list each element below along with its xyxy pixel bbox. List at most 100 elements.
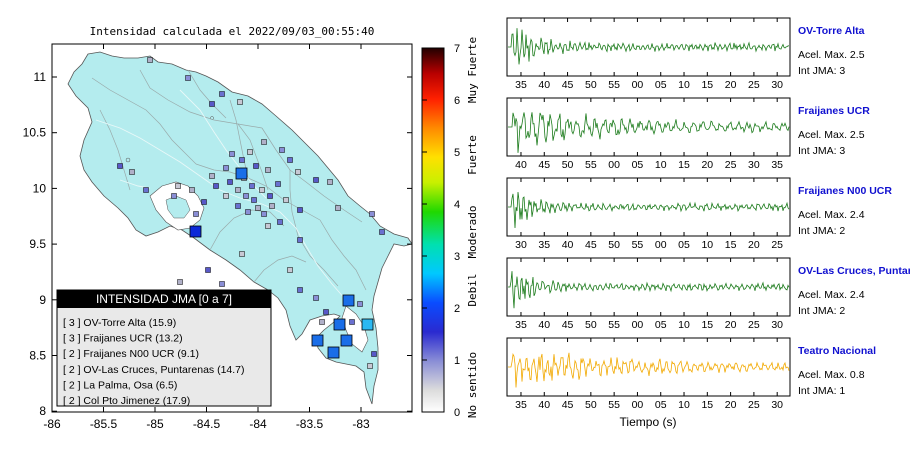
station-marker[interactable] (265, 223, 271, 229)
seismogram-frame (506, 337, 791, 397)
station-marker[interactable] (287, 157, 293, 163)
max-acceleration: Acel. Max. 2.5 (798, 129, 865, 141)
station-marker[interactable] (247, 149, 253, 155)
station-marker[interactable] (235, 187, 241, 193)
station-marker[interactable] (295, 169, 301, 175)
station-marker-osa-2[interactable] (311, 334, 324, 347)
station-marker[interactable] (253, 163, 259, 169)
station-marker[interactable] (209, 173, 215, 179)
station-marker[interactable] (255, 205, 261, 211)
station-marker[interactable] (379, 229, 385, 235)
station-marker[interactable] (369, 211, 375, 217)
station-marker[interactable] (319, 319, 325, 325)
station-marker[interactable] (245, 209, 251, 215)
seismogram-tick-label: 25 (771, 239, 783, 251)
station-marker[interactable] (287, 267, 293, 273)
station-marker[interactable] (265, 167, 271, 173)
station-marker[interactable] (129, 169, 135, 175)
station-marker[interactable] (251, 197, 257, 203)
station-marker[interactable] (147, 57, 153, 63)
station-marker[interactable] (371, 351, 377, 357)
colorbar-tick-label: 1 (454, 355, 460, 367)
station-marker[interactable] (213, 183, 219, 189)
station-marker[interactable] (185, 75, 191, 81)
station-marker[interactable] (117, 163, 123, 169)
station-marker[interactable] (219, 281, 225, 287)
station-marker[interactable] (235, 203, 241, 209)
legend-item: [ 2 ] La Palma, Osa (6.5) (63, 379, 177, 391)
station-marker[interactable] (239, 251, 245, 257)
station-marker-fraijanes[interactable] (235, 167, 248, 180)
seismogram-panel: 40 45 50 55 00 05 10 15 20 25 30 35 Fraijanes UCR Ace… (506, 97, 870, 171)
station-marker[interactable] (277, 219, 283, 225)
jma-intensity: Int JMA: 2 (798, 225, 845, 237)
seismogram-tick-label: 40 (562, 239, 574, 251)
map-x-tick-label: -86 (43, 417, 61, 431)
station-marker[interactable] (269, 203, 275, 209)
station-marker-osa-3[interactable] (340, 334, 353, 347)
station-marker[interactable] (297, 207, 303, 213)
station-marker[interactable] (205, 267, 211, 273)
station-marker[interactable] (261, 211, 267, 217)
seismogram-tick-label: 35 (515, 399, 527, 411)
station-marker[interactable] (367, 363, 373, 369)
map-y-tick-label: 10 (33, 181, 47, 195)
station-marker[interactable] (283, 197, 289, 203)
colorbar-tick-label: 4 (454, 199, 460, 211)
seismogram-tick-label: 15 (701, 399, 713, 411)
station-marker[interactable] (261, 139, 267, 145)
station-marker[interactable] (237, 99, 243, 105)
station-marker[interactable] (227, 179, 233, 185)
seismogram-tick-label: 50 (585, 319, 597, 331)
station-marker-osa-4[interactable] (327, 346, 340, 359)
station-marker-la-palma[interactable] (189, 225, 202, 238)
station-marker[interactable] (239, 157, 245, 163)
station-marker-col-pto-jimenez[interactable] (361, 318, 374, 331)
station-marker[interactable] (219, 91, 225, 97)
station-marker[interactable] (267, 193, 273, 199)
station-marker[interactable] (297, 237, 303, 243)
station-marker[interactable] (323, 309, 329, 315)
colorbar-category-label: Moderado (466, 206, 479, 259)
station-marker[interactable] (201, 199, 207, 205)
station-marker[interactable] (249, 183, 255, 189)
station-marker[interactable] (297, 287, 303, 293)
station-marker[interactable] (177, 279, 183, 285)
colorbar: 0 1 2 3 4 5 6 7 No sentido Debil Moderado Fuerte Mu… (421, 37, 479, 419)
station-marker[interactable] (327, 179, 333, 185)
station-marker[interactable] (313, 295, 319, 301)
station-name: Teatro Nacional (798, 345, 876, 357)
map-x-tick-label: -83 (352, 417, 370, 431)
map-y-tick-label: 8 (39, 404, 46, 418)
map-ticks (51, 44, 412, 412)
station-marker[interactable] (279, 147, 285, 153)
station-marker-las-cruces[interactable] (342, 294, 355, 307)
station-marker[interactable] (223, 165, 229, 171)
station-marker[interactable] (335, 205, 341, 211)
station-marker[interactable] (189, 187, 195, 193)
costa-rica-land (67, 51, 412, 405)
colorbar-gradient (421, 47, 445, 413)
station-marker[interactable] (275, 181, 281, 187)
colorbar-tick-label: 3 (454, 251, 460, 263)
station-marker[interactable] (171, 193, 177, 199)
seismogram-tick-label: 15 (678, 159, 690, 171)
seismogram-tick-label: 35 (515, 79, 527, 91)
station-marker[interactable] (143, 187, 149, 193)
map-title: Intensidad calculada el 2022/09/03_00:55… (90, 25, 375, 38)
seismogram-tick-label: 25 (748, 319, 760, 331)
station-marker-osa-1[interactable] (333, 318, 346, 331)
seismogram-trace (508, 28, 790, 65)
station-marker[interactable] (259, 187, 265, 193)
seismogram-tick-label: 50 (585, 399, 597, 411)
station-marker[interactable] (193, 211, 199, 217)
station-marker[interactable] (209, 101, 215, 107)
station-marker[interactable] (229, 151, 235, 157)
station-marker[interactable] (349, 319, 355, 325)
station-marker[interactable] (223, 193, 229, 199)
station-marker[interactable] (313, 177, 319, 183)
station-marker[interactable] (243, 193, 249, 199)
station-marker[interactable] (175, 183, 181, 189)
station-marker[interactable] (357, 301, 363, 307)
seismogram-tick-label: 55 (608, 79, 620, 91)
